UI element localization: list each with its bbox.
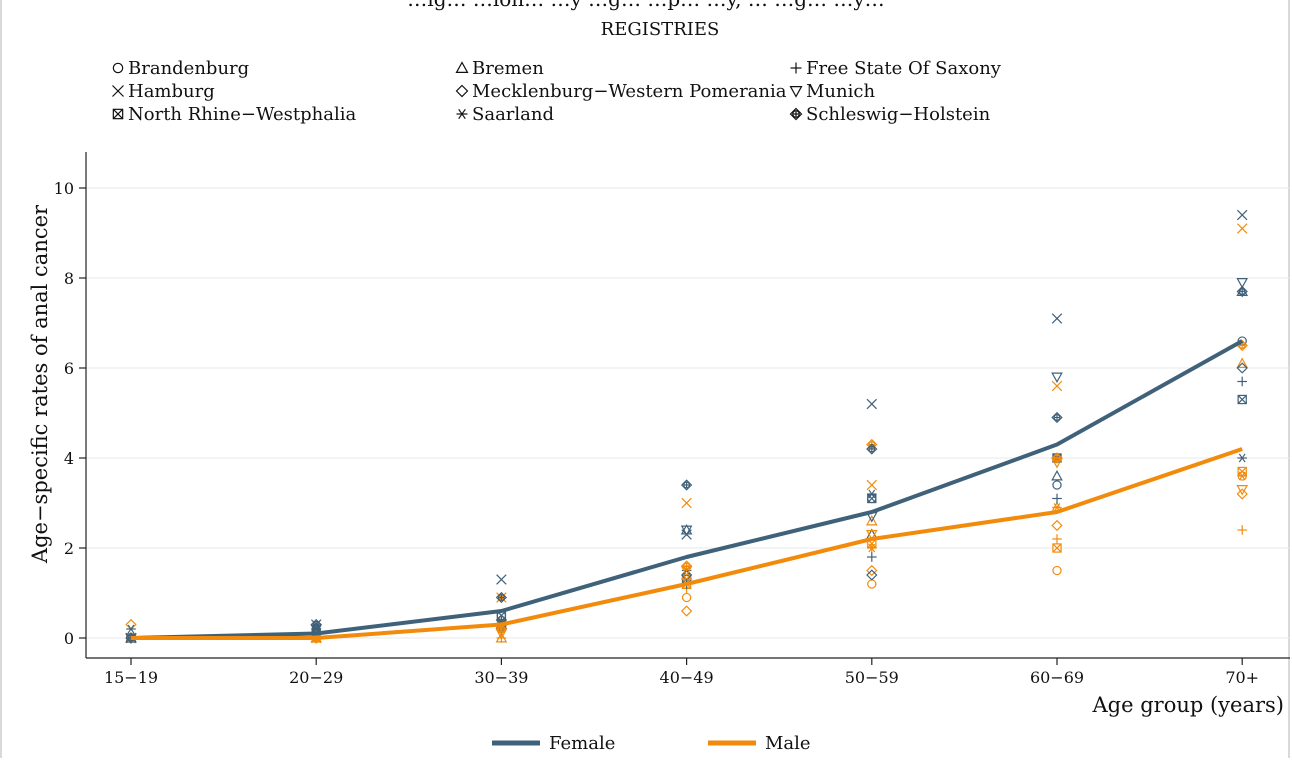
x-tick-label-6: 70+ bbox=[1225, 668, 1259, 687]
point-female-reg8-5 bbox=[1051, 372, 1063, 384]
point-male-reg9-3 bbox=[680, 560, 693, 572]
point-male-reg5-4 bbox=[866, 564, 878, 577]
point-female-reg7-5 bbox=[1052, 493, 1062, 504]
legend-label-registry-6: Saarland bbox=[472, 104, 554, 125]
point-female-reg2-6 bbox=[1236, 209, 1248, 221]
point-female-reg6-6 bbox=[1237, 453, 1247, 463]
point-male-reg7-4 bbox=[867, 543, 877, 553]
point-female-reg9-5 bbox=[1051, 411, 1063, 424]
legend-label-registry-7: Free State Of Saxony bbox=[806, 58, 1002, 79]
series-line-female bbox=[130, 339, 1244, 640]
point-female-reg6-0 bbox=[126, 624, 136, 634]
legend-label-registry-8: Munich bbox=[806, 81, 875, 102]
point-male-reg5-5 bbox=[1051, 519, 1063, 532]
point-female-reg7-4 bbox=[867, 552, 877, 562]
point-male-reg1-5 bbox=[1052, 565, 1062, 576]
registries-title: REGISTRIES bbox=[601, 19, 720, 40]
y-tick-label-3: 6 bbox=[64, 359, 74, 378]
point-female-reg3-6 bbox=[1237, 394, 1247, 405]
point-male-reg2-5 bbox=[1051, 380, 1063, 392]
point-male-reg8-6 bbox=[1236, 485, 1249, 496]
x-tick-label-4: 50−59 bbox=[845, 668, 899, 687]
legend-marker-3 bbox=[112, 108, 124, 120]
point-male-reg4-4 bbox=[865, 514, 878, 526]
legend-label-registry-2: Hamburg bbox=[128, 81, 215, 102]
legend-label-registry-4: Bremen bbox=[472, 58, 544, 79]
legend-marker-5 bbox=[455, 84, 469, 98]
point-male-reg3-6 bbox=[1237, 466, 1247, 477]
point-male-reg2-4 bbox=[866, 479, 878, 491]
legend-marker-9 bbox=[789, 107, 803, 121]
y-tick-label-4: 8 bbox=[64, 269, 74, 288]
point-female-reg2-2 bbox=[496, 574, 507, 585]
legend-marker-7 bbox=[790, 62, 802, 74]
point-male-reg2-6 bbox=[1236, 223, 1248, 234]
x-ticks: 15−19 20−29 30−39 40−49 50−59 60−69 70+ bbox=[104, 658, 1259, 687]
legend-label-registry-1: Brandenburg bbox=[128, 58, 249, 79]
point-female-reg2-5 bbox=[1051, 313, 1063, 324]
point-male-reg5-0 bbox=[125, 618, 137, 631]
point-male-reg3-5 bbox=[1052, 543, 1062, 553]
series-lines bbox=[130, 339, 1244, 640]
legend-marker-4 bbox=[455, 61, 469, 74]
point-female-reg9-6 bbox=[1236, 285, 1248, 298]
point-female-reg5-4 bbox=[866, 569, 878, 581]
point-male-reg7-6 bbox=[1237, 525, 1247, 535]
x-axis-label: Age group (years) bbox=[1092, 693, 1285, 717]
point-female-reg9-4 bbox=[866, 443, 878, 455]
point-male-reg1-3 bbox=[681, 592, 692, 603]
point-female-reg9-1 bbox=[310, 618, 322, 631]
point-female-reg9-3 bbox=[680, 479, 693, 491]
y-tick-label-1: 2 bbox=[64, 539, 74, 558]
legend-label-female: Female bbox=[549, 733, 615, 754]
legend-marker-6 bbox=[456, 108, 468, 120]
legend-marker-2 bbox=[112, 85, 124, 97]
axes bbox=[85, 152, 1290, 659]
legend-label-registry-3: North Rhine−Westphalia bbox=[128, 104, 356, 125]
point-male-reg4-6 bbox=[1236, 357, 1249, 368]
point-male-reg6-6 bbox=[1237, 471, 1247, 481]
point-female-reg4-5 bbox=[1051, 469, 1063, 481]
x-tick-label-5: 60−69 bbox=[1030, 668, 1084, 687]
point-female-reg6-4 bbox=[867, 489, 877, 499]
point-female-reg8-3 bbox=[680, 525, 693, 537]
legend-label-registry-5: Mecklenburg−Western Pomerania bbox=[472, 81, 787, 102]
series-line-male bbox=[131, 447, 1243, 640]
x-tick-label-0: 15−19 bbox=[104, 668, 158, 687]
point-female-reg1-5 bbox=[1052, 480, 1062, 490]
point-male-reg8-4 bbox=[865, 530, 878, 541]
point-male-reg7-5 bbox=[1052, 534, 1062, 544]
series-legend: Female Male bbox=[492, 733, 811, 754]
y-tick-label-2: 4 bbox=[64, 449, 74, 468]
point-female-reg5-6 bbox=[1236, 362, 1248, 374]
point-female-reg3-4 bbox=[867, 493, 877, 504]
y-tick-label-0: 0 bbox=[64, 629, 74, 648]
y-ticks: 0 2 4 6 8 10 bbox=[54, 179, 86, 648]
point-male-reg2-3 bbox=[681, 497, 692, 509]
point-male-reg9-5 bbox=[1051, 452, 1063, 464]
point-female-reg7-6 bbox=[1237, 376, 1247, 387]
x-tick-label-3: 40−49 bbox=[660, 668, 714, 687]
point-female-reg8-6 bbox=[1236, 278, 1249, 289]
legend-marker-8 bbox=[789, 85, 803, 98]
point-female-reg2-4 bbox=[866, 398, 878, 410]
point-male-reg5-3 bbox=[680, 605, 693, 617]
legend-label-male: Male bbox=[765, 733, 811, 754]
x-tick-label-2: 30−39 bbox=[474, 668, 528, 687]
legend-label-registry-9: Schleswig−Holstein bbox=[806, 104, 991, 125]
registry-points bbox=[125, 209, 1249, 645]
y-axis-label: Age−specific rates of anal cancer bbox=[28, 204, 52, 564]
legend-marker-1 bbox=[112, 62, 124, 74]
x-tick-label-1: 20−29 bbox=[289, 668, 343, 687]
y-tick-label-5: 10 bbox=[54, 179, 74, 198]
point-female-reg9-2 bbox=[495, 591, 508, 604]
point-male-reg1-4 bbox=[867, 579, 877, 589]
chart-title: …ig… …ion… …y …g… …p… …y, … …g… …y… bbox=[407, 0, 884, 11]
point-male-reg5-6 bbox=[1236, 488, 1248, 500]
